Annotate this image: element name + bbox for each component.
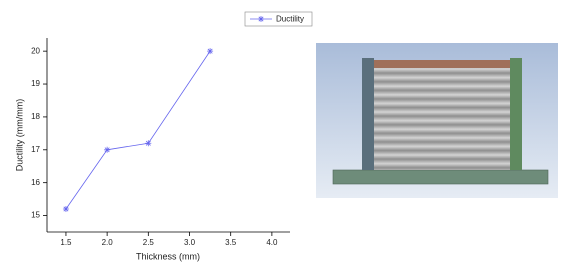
y-tick-label: 17	[31, 145, 40, 154]
left-pillar	[362, 58, 374, 170]
model-render	[316, 43, 558, 198]
data-point	[104, 147, 110, 153]
y-tick-label: 15	[31, 211, 40, 220]
x-tick-label: 2.5	[143, 238, 155, 247]
data-point	[145, 140, 151, 146]
page: Thickness (mm) Ductility (mm/mm) 1.5 2.0 2…	[0, 0, 561, 265]
x-tick-label: 2.0	[102, 238, 114, 247]
series-line	[66, 51, 210, 209]
x-axis-title: Thickness (mm)	[136, 251, 200, 261]
y-tick-label: 16	[31, 178, 40, 187]
legend-marker	[258, 16, 264, 22]
x-tick-label: 3.0	[184, 238, 196, 247]
layers	[374, 68, 510, 170]
top-plate	[374, 60, 510, 68]
y-axis-title: Ductility (mm/mm)	[14, 99, 24, 172]
x-tick-label: 4.0	[266, 238, 278, 247]
x-tick-label: 1.5	[60, 238, 72, 247]
data-point	[207, 48, 213, 54]
base-plate	[333, 170, 548, 184]
y-tick-label: 20	[31, 46, 40, 55]
y-tick-label: 18	[31, 112, 40, 121]
legend-label: Ductility	[276, 15, 304, 24]
data-point	[63, 206, 69, 212]
y-tick-label: 19	[31, 79, 40, 88]
x-tick-label: 3.5	[225, 238, 237, 247]
right-pillar	[510, 58, 522, 170]
